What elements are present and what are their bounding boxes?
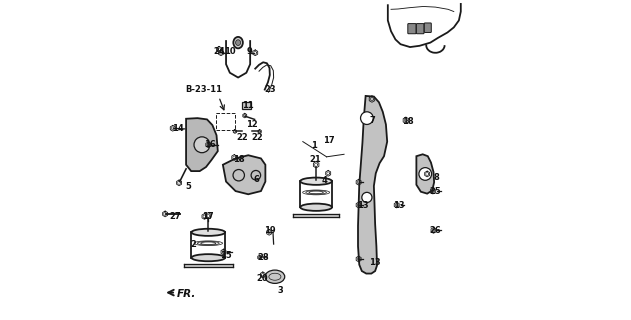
Text: 25: 25 [430,187,441,196]
Text: 15: 15 [220,251,232,260]
Text: 3: 3 [277,286,283,295]
Text: 11: 11 [242,101,254,110]
FancyBboxPatch shape [424,23,431,32]
Text: 21: 21 [309,155,321,164]
Text: 18: 18 [403,117,414,126]
Text: 9: 9 [247,47,252,56]
Circle shape [360,112,373,124]
Ellipse shape [191,229,225,236]
Text: 22: 22 [251,133,262,142]
Text: 19: 19 [264,226,275,235]
FancyBboxPatch shape [408,24,416,34]
Ellipse shape [265,270,285,284]
Circle shape [194,137,210,153]
Text: 5: 5 [185,182,191,191]
Text: 17: 17 [323,136,334,145]
Text: 12: 12 [245,120,257,129]
Ellipse shape [191,254,225,261]
Polygon shape [223,155,266,194]
Text: 18: 18 [233,155,245,164]
Text: 7: 7 [369,116,375,125]
Ellipse shape [300,204,332,211]
Polygon shape [358,96,387,274]
Text: 6: 6 [254,174,260,184]
FancyBboxPatch shape [242,102,251,109]
Text: 20: 20 [256,274,268,283]
Text: B-23-11: B-23-11 [186,85,222,94]
Text: 16: 16 [204,140,216,149]
Polygon shape [186,118,218,171]
Text: 27: 27 [170,212,181,221]
Text: 17: 17 [203,212,214,221]
Ellipse shape [235,40,240,45]
Text: 10: 10 [224,47,235,56]
Ellipse shape [300,178,332,185]
Text: FR.: FR. [177,289,196,299]
Text: 4: 4 [321,176,327,185]
FancyBboxPatch shape [416,24,424,34]
Text: 13: 13 [357,202,369,211]
Text: 26: 26 [430,226,441,235]
Text: 22: 22 [236,133,248,142]
Text: 13: 13 [369,258,381,267]
Text: 13: 13 [393,202,404,211]
Text: 2: 2 [191,240,196,249]
Text: 23: 23 [264,85,276,94]
Text: 1: 1 [311,141,317,150]
Text: 14: 14 [172,124,184,133]
Text: 8: 8 [433,173,440,182]
Circle shape [362,192,372,203]
Polygon shape [416,154,434,194]
Ellipse shape [233,37,243,48]
Text: 24: 24 [214,47,225,56]
Text: 28: 28 [257,253,269,262]
Circle shape [419,168,432,180]
